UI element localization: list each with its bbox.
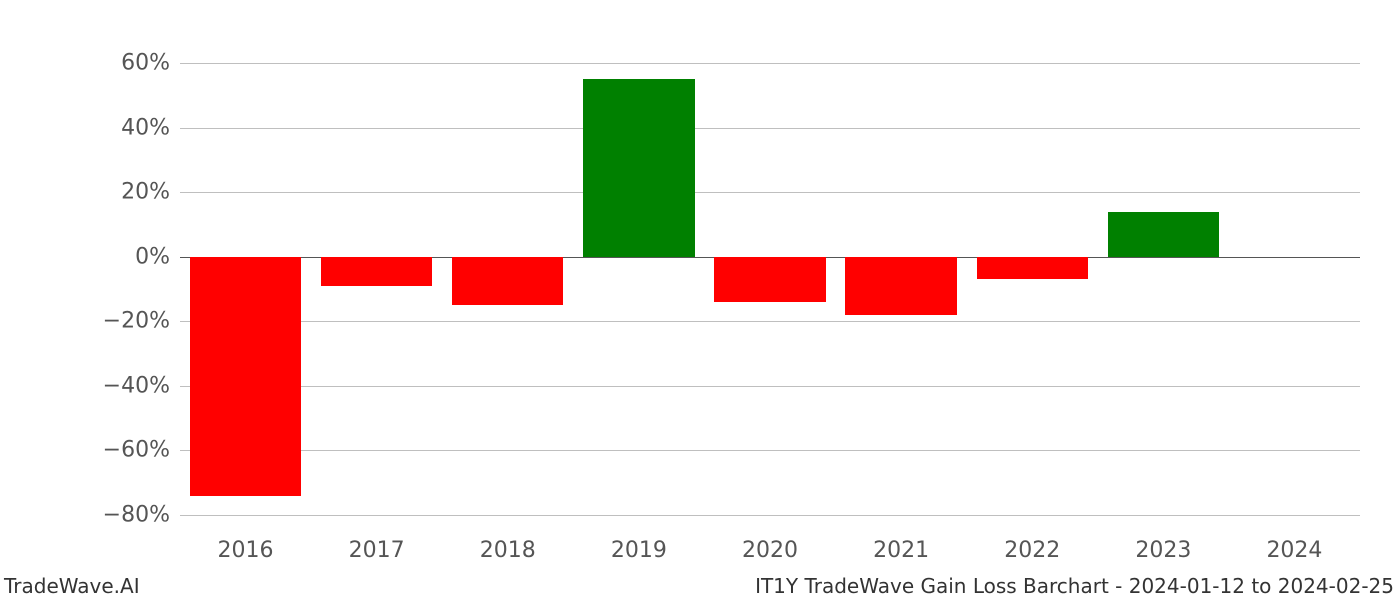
x-tick-label: 2024: [1266, 530, 1322, 563]
bar: [321, 257, 432, 286]
footer-right-text: IT1Y TradeWave Gain Loss Barchart - 2024…: [755, 574, 1394, 598]
y-tick-label: −60%: [103, 438, 180, 463]
bar: [714, 257, 825, 302]
chart-container: −80% −60% −40% −20% 0% 20% 40% 60% 2016 2017 2018 2…: [0, 0, 1400, 600]
y-tick-label: −80%: [103, 502, 180, 527]
bar: [1108, 212, 1219, 257]
x-tick-label: 2023: [1135, 530, 1191, 563]
bar: [190, 257, 301, 496]
y-tick-label: −20%: [103, 309, 180, 334]
x-tick-label: 2019: [611, 530, 667, 563]
gridline: [180, 192, 1360, 193]
gridline: [180, 450, 1360, 451]
y-tick-label: 60%: [121, 51, 180, 76]
y-tick-label: 40%: [121, 115, 180, 140]
bar: [583, 79, 694, 256]
footer-left-text: TradeWave.AI: [4, 574, 140, 598]
x-tick-label: 2020: [742, 530, 798, 563]
bar: [452, 257, 563, 305]
gridline: [180, 515, 1360, 516]
bar: [977, 257, 1088, 280]
plot-area: −80%−60%−40%−20%0%20%40%60%2016201720182…: [180, 30, 1360, 530]
y-tick-label: 0%: [135, 244, 180, 269]
gridline: [180, 63, 1360, 64]
y-tick-label: 20%: [121, 180, 180, 205]
y-tick-label: −40%: [103, 373, 180, 398]
x-tick-label: 2022: [1004, 530, 1060, 563]
gridline: [180, 386, 1360, 387]
gridline: [180, 128, 1360, 129]
x-tick-label: 2018: [480, 530, 536, 563]
x-tick-label: 2016: [218, 530, 274, 563]
gridline: [180, 321, 1360, 322]
bar: [845, 257, 956, 315]
x-tick-label: 2021: [873, 530, 929, 563]
x-tick-label: 2017: [349, 530, 405, 563]
